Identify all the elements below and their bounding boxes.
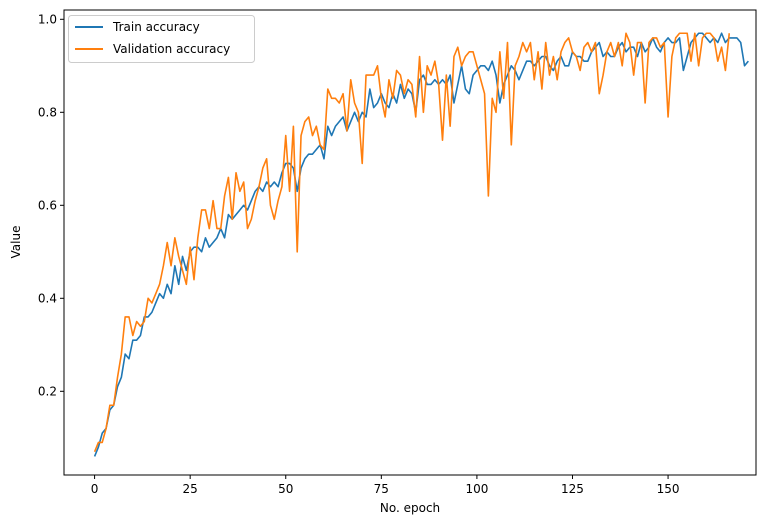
series-validation-accuracy-line [93, 32, 731, 453]
x-tick-label: 150 [657, 482, 680, 496]
plot-frame [63, 9, 757, 476]
plot-area [64, 10, 756, 475]
y-tick-label: 0.6 [38, 198, 57, 212]
x-tick-label: 75 [374, 482, 389, 496]
x-axis-label: No. epoch [380, 501, 440, 515]
x-tick-label: 50 [278, 482, 293, 496]
y-tick-label: 0.4 [38, 291, 57, 305]
x-axis-ticks: 0 25 50 75 100 125 150 [91, 475, 680, 496]
legend-box [68, 15, 255, 63]
legend-label-validation: Validation accuracy [113, 42, 230, 56]
y-tick-label: 0.2 [38, 384, 57, 398]
x-tick-label: 0 [91, 482, 99, 496]
legend: Train accuracy Validation accuracy [68, 15, 255, 63]
legend-label-train: Train accuracy [112, 20, 200, 34]
y-axis-label: Value [9, 226, 23, 259]
x-tick-label: 25 [183, 482, 198, 496]
y-tick-label: 0.8 [38, 105, 57, 119]
series-lines [93, 32, 749, 457]
y-axis-ticks: 0.2 0.4 0.6 0.8 1.0 [38, 12, 64, 398]
x-tick-label: 100 [465, 482, 488, 496]
x-tick-label: 125 [561, 482, 584, 496]
y-tick-label: 1.0 [38, 12, 57, 26]
